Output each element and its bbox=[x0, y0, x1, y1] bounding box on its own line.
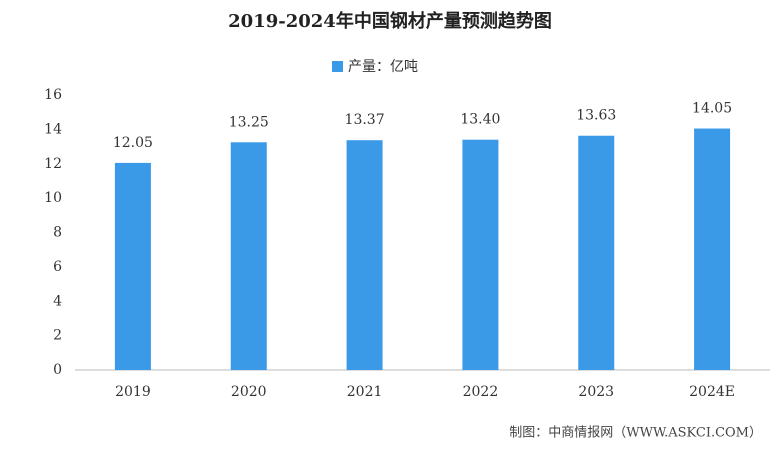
y-tick-label: 12 bbox=[44, 156, 62, 172]
chart-title: 2019-2024年中国钢材产量预测趋势图 bbox=[228, 10, 552, 32]
bar bbox=[578, 135, 615, 370]
y-tick-label: 4 bbox=[53, 293, 62, 309]
y-tick-label: 8 bbox=[53, 225, 62, 241]
bar bbox=[114, 162, 151, 370]
legend-label: 产量：亿吨 bbox=[348, 59, 418, 75]
y-tick-label: 6 bbox=[53, 259, 62, 275]
x-tick-label: 2019 bbox=[115, 384, 151, 400]
value-label: 14.05 bbox=[692, 101, 732, 117]
y-tick-label: 16 bbox=[44, 87, 62, 103]
value-label: 13.63 bbox=[576, 108, 616, 124]
y-tick-label: 10 bbox=[44, 190, 62, 206]
value-label: 13.37 bbox=[345, 112, 385, 128]
y-tick-label: 2 bbox=[53, 328, 62, 344]
value-label: 13.25 bbox=[229, 114, 269, 130]
bar bbox=[462, 139, 499, 370]
y-tick-label: 0 bbox=[53, 362, 62, 378]
source: 制图：中商情报网（WWW.ASKCI.COM） bbox=[509, 426, 762, 441]
bar bbox=[230, 142, 267, 370]
legend-swatch bbox=[332, 61, 343, 72]
x-tick-label: 2024E bbox=[689, 384, 735, 400]
value-label: 13.40 bbox=[460, 112, 500, 128]
bar bbox=[694, 128, 731, 370]
x-tick-label: 2023 bbox=[578, 384, 614, 400]
value-label: 12.05 bbox=[113, 135, 153, 151]
x-tick-label: 2020 bbox=[231, 384, 267, 400]
x-tick-label: 2022 bbox=[463, 384, 499, 400]
x-tick-label: 2021 bbox=[347, 384, 383, 400]
y-tick-label: 14 bbox=[44, 121, 62, 137]
bar bbox=[346, 140, 383, 370]
